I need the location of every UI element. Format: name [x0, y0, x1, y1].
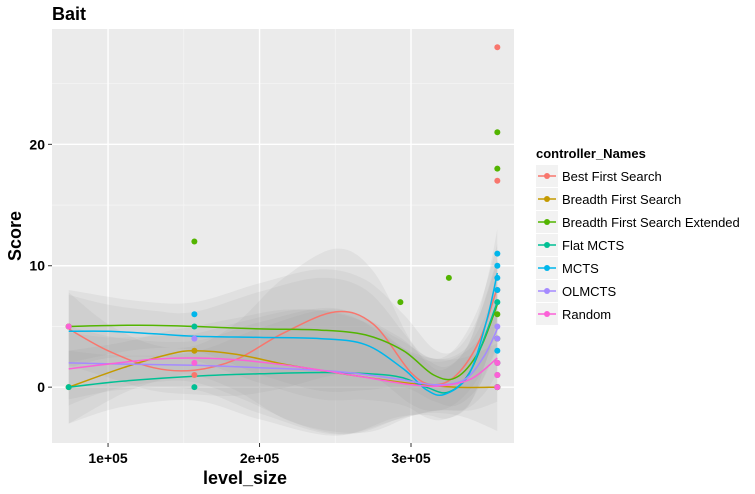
- ribbon-random: [68, 309, 498, 433]
- legend-key-point: [544, 265, 550, 271]
- smooth-line-olmcts: [68, 328, 498, 386]
- data-point: [494, 335, 501, 342]
- data-point: [191, 323, 198, 330]
- axes: 1e+05 2e+05 3e+05 0 10 20: [29, 136, 430, 466]
- data-point: [494, 274, 501, 281]
- y-tick-label: 20: [29, 136, 45, 152]
- x-tick-label: 1e+05: [88, 450, 128, 466]
- data-point: [494, 44, 501, 51]
- data-point: [494, 299, 501, 306]
- y-axis-title: Score: [5, 211, 25, 261]
- legend-label: Best First Search: [562, 169, 662, 184]
- plot-panel: [52, 29, 514, 443]
- data-point: [191, 311, 198, 318]
- legend: controller_Names Best First Search Breadt…: [536, 146, 740, 325]
- data-point: [65, 384, 72, 391]
- data-point: [494, 372, 501, 379]
- data-point: [494, 311, 501, 318]
- data-point: [494, 250, 501, 257]
- y-tick-label: 10: [29, 258, 45, 274]
- legend-key-point: [544, 219, 550, 225]
- data-point: [191, 335, 198, 342]
- legend-title: controller_Names: [536, 146, 646, 161]
- data-point: [65, 323, 72, 330]
- ribbon-olmcts: [68, 285, 498, 435]
- legend-item: OLMCTS: [536, 280, 617, 302]
- legend-item: Breadth First Search Extended: [536, 211, 740, 233]
- legend-key-point: [544, 173, 550, 179]
- data-point: [494, 359, 501, 366]
- legend-label: Flat MCTS: [562, 238, 624, 253]
- smooth-line-random: [68, 357, 498, 388]
- legend-item: Best First Search: [536, 165, 662, 187]
- data-point: [494, 287, 501, 294]
- x-tick-label: 3e+05: [391, 450, 431, 466]
- legend-key-point: [544, 242, 550, 248]
- legend-key-point: [544, 196, 550, 202]
- legend-key-point: [544, 288, 550, 294]
- legend-label: Breadth First Search Extended: [562, 215, 740, 230]
- legend-label: MCTS: [562, 261, 599, 276]
- x-axis-title: level_size: [203, 468, 287, 488]
- legend-item: MCTS: [536, 257, 599, 279]
- legend-label: OLMCTS: [562, 284, 617, 299]
- smooth-line-breadth-first-search-extended: [68, 304, 498, 381]
- data-point: [191, 238, 198, 245]
- ribbon-mcts: [68, 229, 498, 421]
- data-point: [494, 384, 501, 391]
- legend-label: Breadth First Search: [562, 192, 681, 207]
- data-point: [191, 372, 198, 379]
- smooth-line-best-first-search: [68, 287, 499, 386]
- smooth-line-mcts: [68, 272, 499, 397]
- data-point: [494, 262, 501, 269]
- legend-item: Breadth First Search: [536, 188, 681, 210]
- legend-label: Random: [562, 307, 611, 322]
- legend-item: Flat MCTS: [536, 234, 624, 256]
- data-point: [494, 165, 501, 172]
- ribbon-flat-mcts: [68, 258, 498, 436]
- chart-title: Bait: [52, 4, 86, 24]
- legend-key-point: [544, 311, 550, 317]
- data-point: [494, 323, 501, 330]
- data-points: [65, 44, 501, 391]
- data-point: [494, 177, 501, 184]
- smooth-lines: [68, 272, 499, 397]
- data-point: [191, 384, 198, 391]
- ribbon-best-first-search: [68, 243, 498, 411]
- y-tick-label: 0: [37, 379, 45, 395]
- data-point: [191, 359, 198, 366]
- x-tick-label: 2e+05: [240, 450, 280, 466]
- ribbon-breadth-first-search: [68, 309, 498, 435]
- data-point: [445, 274, 452, 281]
- legend-item: Random: [536, 303, 611, 325]
- data-point: [191, 347, 198, 354]
- data-point: [494, 347, 501, 354]
- data-point: [397, 299, 404, 306]
- data-point: [494, 129, 501, 136]
